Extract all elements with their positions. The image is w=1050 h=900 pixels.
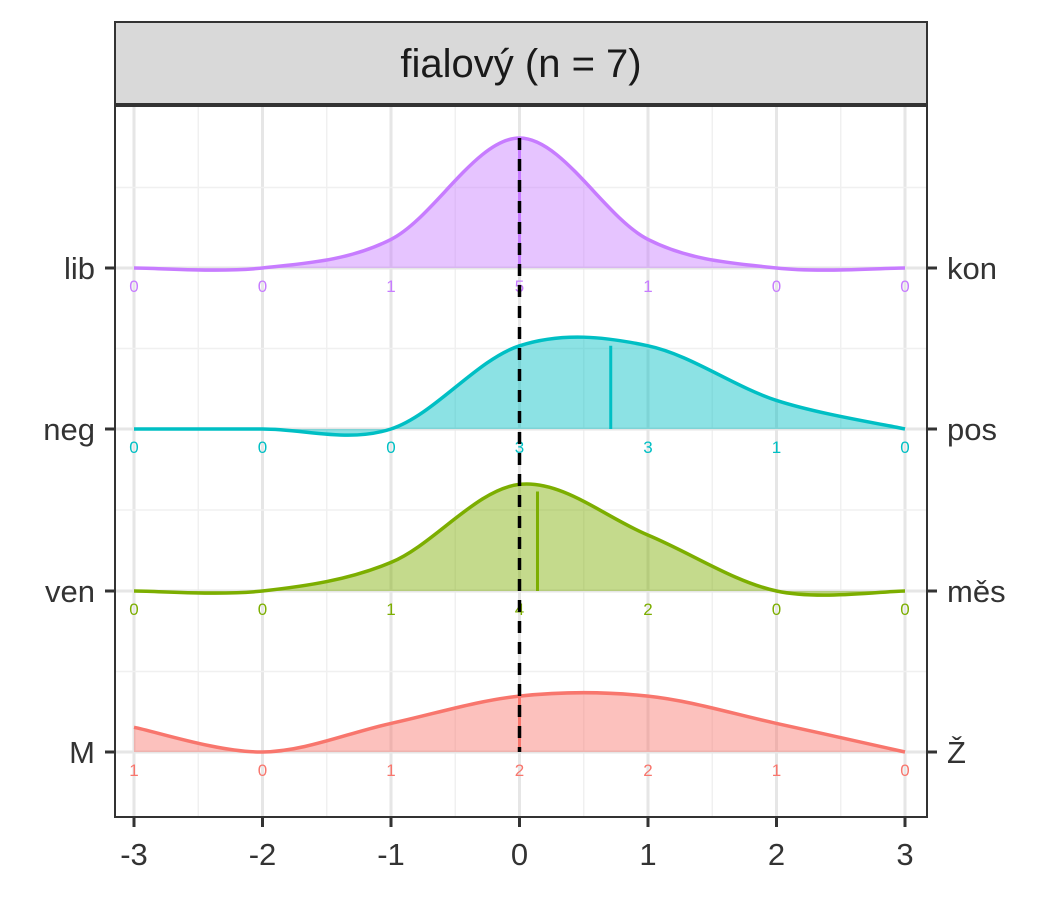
count-label: 0 (772, 277, 781, 296)
count-label: 0 (900, 761, 909, 780)
x-tick-label: 1 (639, 837, 656, 872)
count-label: 2 (643, 600, 652, 619)
count-label: 0 (129, 438, 138, 457)
count-label: 2 (515, 761, 524, 780)
count-label: 0 (900, 277, 909, 296)
count-label: 3 (515, 438, 524, 457)
x-tick-label: -2 (249, 837, 277, 872)
left-category-label: lib (64, 251, 95, 286)
count-label: 0 (258, 277, 267, 296)
count-label: 1 (386, 277, 395, 296)
count-label: 1 (772, 761, 781, 780)
count-label: 0 (258, 761, 267, 780)
count-label: 0 (900, 600, 909, 619)
count-label: 1 (643, 277, 652, 296)
count-label: 0 (129, 277, 138, 296)
density-area (134, 337, 905, 436)
x-tick-label: 0 (511, 837, 528, 872)
count-label: 0 (386, 438, 395, 457)
count-label: 0 (258, 600, 267, 619)
ridge-neg (133, 335, 906, 437)
right-category-label: pos (947, 412, 997, 447)
x-tick-label: -1 (377, 837, 405, 872)
x-tick-label: -3 (120, 837, 148, 872)
left-category-label: M (69, 735, 95, 770)
count-label: 0 (900, 438, 909, 457)
left-category-label: neg (43, 412, 95, 447)
count-label: 1 (772, 438, 781, 457)
x-tick-label: 2 (768, 837, 785, 872)
count-label: 3 (643, 438, 652, 457)
count-label: 2 (643, 761, 652, 780)
right-category-label: měs (947, 574, 1006, 609)
count-label: 0 (258, 438, 267, 457)
count-label: 1 (129, 761, 138, 780)
count-label: 1 (386, 600, 395, 619)
count-label: 0 (772, 600, 781, 619)
count-label: 0 (129, 600, 138, 619)
density-curve (133, 335, 906, 437)
facet-strip-background (114, 21, 928, 105)
count-label: 1 (386, 761, 395, 780)
right-category-label: kon (947, 251, 997, 286)
right-category-label: Ž (947, 735, 966, 770)
facet-strip: fialový (n = 7) (114, 21, 928, 105)
left-category-label: ven (45, 574, 95, 609)
x-tick-label: 3 (896, 837, 913, 872)
facet-title: fialový (n = 7) (400, 42, 641, 86)
